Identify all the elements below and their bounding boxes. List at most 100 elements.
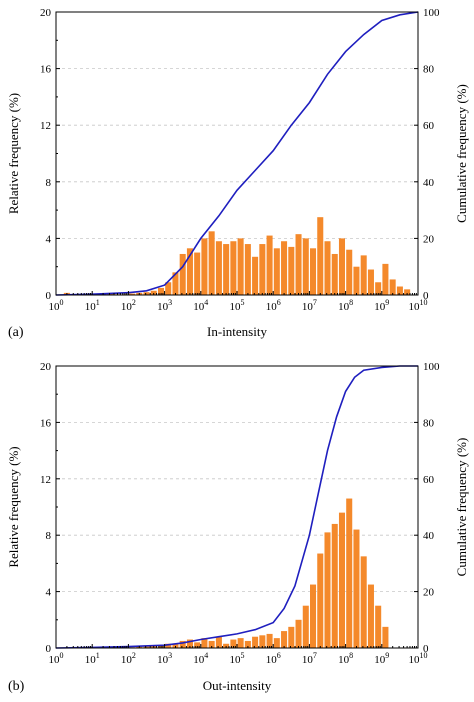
panel-b-ytick-left-label: 4 (46, 587, 52, 599)
panel-a-bar (353, 266, 360, 295)
panel-b-xtick-label: 1010 (409, 651, 428, 666)
panel-a-label: (a) (8, 325, 24, 340)
panel-a-bar (331, 253, 338, 295)
panel-b-bar (186, 639, 193, 648)
panel-b-xtick-label: 105 (230, 651, 245, 666)
panel-a-bar (360, 255, 367, 295)
panel-a-bar (129, 293, 136, 295)
panel-a-ytick-right-label: 60 (423, 120, 435, 132)
panel-a-bar (324, 241, 331, 295)
panel-b-bar (338, 512, 345, 648)
panel-a-ytick-right-label: 80 (423, 64, 435, 76)
panel-a-bar (273, 248, 280, 295)
panel-a-bar (186, 248, 193, 295)
panel-b-bar (331, 523, 338, 648)
panel-b-bar (208, 640, 215, 648)
panel-b-bar (353, 529, 360, 648)
panel-a-ytick-left-label: 16 (40, 64, 52, 76)
panel-a-bar (107, 293, 114, 295)
panel-a-bar (223, 244, 230, 295)
panel-a-ytick-right-label: 20 (423, 233, 435, 245)
panel-b-bar (295, 619, 302, 648)
panel-b-ytick-right-label: 100 (423, 361, 440, 373)
panel-a-cumulative-line (55, 11, 419, 296)
panel-b-bar (215, 636, 222, 648)
panel-b-bar (179, 640, 186, 648)
panel-b-bar (244, 640, 251, 648)
panel-a-bar (310, 248, 317, 295)
panel-b-ylabel-right: Cumulative frequency (%) (454, 438, 469, 577)
panel-b-ytick-left-label: 16 (40, 417, 52, 429)
panel-b-bar (259, 635, 266, 648)
panel-a-bar (389, 279, 396, 295)
panel-a-bar (281, 241, 288, 295)
panel-a-xlabel: In-intensity (207, 324, 267, 339)
panel-a-xtick-label: 100 (49, 298, 64, 313)
panel-b-bar (230, 639, 237, 648)
panel-a-bar (404, 289, 411, 295)
panel-a-bar (252, 256, 259, 295)
panel-b-bar (324, 532, 331, 648)
panel-a-ylabel-right: Cumulative frequency (%) (454, 84, 469, 223)
panel-b-xtick-label: 101 (85, 651, 100, 666)
panel-a-bar (179, 253, 186, 295)
panel-b-xtick-label: 103 (157, 651, 172, 666)
panel-a-bar (201, 238, 208, 295)
panel-b-bar (172, 643, 179, 648)
panel-a-ytick-right-label: 40 (423, 177, 435, 189)
panel-a-xtick-label: 107 (302, 298, 317, 313)
panel-a-bar (172, 272, 179, 295)
panel-a-bar (237, 238, 244, 295)
panel-b-bar (237, 638, 244, 648)
panel-a-xtick-label: 108 (338, 298, 353, 313)
panel-a-ytick-left-label: 12 (40, 120, 51, 132)
panel-b-bar (281, 631, 288, 648)
panel-b-bar (360, 556, 367, 648)
panel-b-ytick-right-label: 80 (423, 417, 435, 429)
panel-a-bar (295, 234, 302, 295)
panel-b-bar (346, 498, 353, 648)
panel-a-ytick-left-label: 8 (46, 177, 52, 189)
panel-b-xtick-label: 104 (193, 651, 208, 666)
panel-a-bar (375, 282, 382, 295)
panel-a-bar (302, 238, 309, 295)
panel-a-xtick-label: 106 (266, 298, 281, 313)
panel-b-ytick-left-label: 0 (46, 643, 52, 655)
panel-a-xtick-label: 109 (374, 298, 389, 313)
panel-b-ytick-right-label: 60 (423, 474, 435, 486)
panel-b-bar (375, 605, 382, 648)
panel-b-xtick-label: 102 (121, 651, 136, 666)
panel-b-bar (302, 605, 309, 648)
panel-a-bar (194, 252, 201, 295)
panel-b-bar (382, 626, 389, 648)
panel-a-ytick-left-label: 4 (46, 233, 52, 245)
panel-b-bar (310, 584, 317, 648)
panel-a-bar (288, 246, 295, 295)
panel-b-ytick-right-label: 20 (423, 587, 435, 599)
panel-a-ylabel-left: Relative frequency (%) (6, 93, 21, 214)
panel-a-xtick-label: 105 (230, 298, 245, 313)
panel-b-ytick-left-label: 8 (46, 530, 52, 542)
panel-b-bar (317, 553, 324, 648)
panel-a-bar (338, 238, 345, 295)
panel-a-ytick-left-label: 0 (46, 290, 52, 302)
panel-a-xtick-label: 101 (85, 298, 100, 313)
panel-a-bar (143, 292, 150, 295)
panel-a-bar (346, 249, 353, 295)
panel-b-label: (b) (8, 679, 25, 694)
panel-a-bar (317, 217, 324, 295)
panel-b-bar (252, 636, 259, 648)
panel-b-xtick-label: 100 (49, 651, 64, 666)
panel-a-bar (244, 244, 251, 295)
panel-b-bar (194, 642, 201, 648)
panel-a-xtick-label: 104 (193, 298, 208, 313)
panel-b-bar (223, 643, 230, 648)
panel-b-bar (288, 626, 295, 648)
panel-b-bar (367, 584, 374, 648)
panel-a-xtick-label: 102 (121, 298, 136, 313)
panel-b-xtick-label: 106 (266, 651, 281, 666)
panel-b-ytick-left-label: 20 (40, 361, 52, 373)
panel-b-ytick-right-label: 0 (423, 643, 429, 655)
panel-a-xtick-label: 103 (157, 298, 172, 313)
